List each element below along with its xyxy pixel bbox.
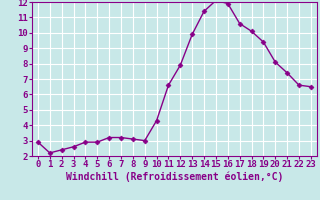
X-axis label: Windchill (Refroidissement éolien,°C): Windchill (Refroidissement éolien,°C) (66, 172, 283, 182)
